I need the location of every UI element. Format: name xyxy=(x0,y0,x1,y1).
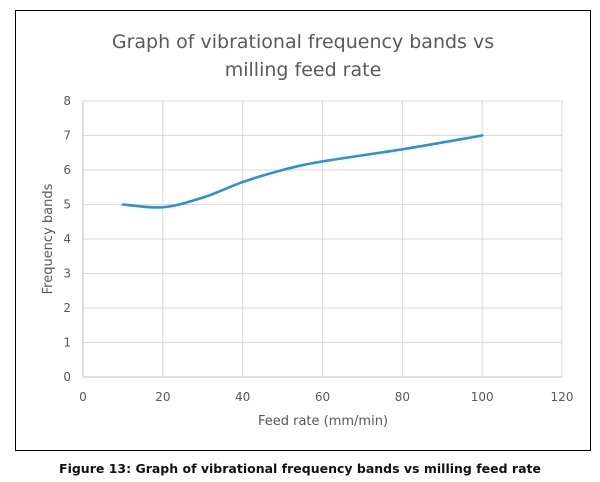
x-tick-label: 120 xyxy=(551,390,574,404)
x-tick-label: 80 xyxy=(395,390,410,404)
y-tick-label: 2 xyxy=(63,301,71,315)
chart-title-line-2: milling feed rate xyxy=(225,59,382,81)
x-tick-label: 20 xyxy=(155,390,170,404)
y-tick-label: 3 xyxy=(63,267,71,281)
series-group xyxy=(121,134,484,209)
y-tick-label: 7 xyxy=(63,129,71,143)
y-tick-label: 8 xyxy=(63,94,71,108)
figure-caption: Figure 13: Graph of vibrational frequenc… xyxy=(59,461,541,476)
x-axis-label: Feed rate (mm/min) xyxy=(258,414,388,429)
y-tick-label: 5 xyxy=(63,198,71,212)
y-tick-label: 4 xyxy=(63,232,71,246)
x-tick-label: 100 xyxy=(471,390,494,404)
chart-frame xyxy=(15,10,591,451)
chart-title-line-1: Graph of vibrational frequency bands vs xyxy=(112,31,494,53)
x-tick-label: 60 xyxy=(315,390,330,404)
x-tick-label: 40 xyxy=(235,390,250,404)
y-tick-label: 6 xyxy=(63,163,71,177)
x-tick-label: 0 xyxy=(79,390,87,404)
gridlines xyxy=(82,100,563,378)
y-tick-label: 1 xyxy=(63,336,71,350)
y-axis-label: Frequency bands xyxy=(41,183,56,294)
series-line xyxy=(121,134,484,209)
y-tick-label: 0 xyxy=(63,370,71,384)
